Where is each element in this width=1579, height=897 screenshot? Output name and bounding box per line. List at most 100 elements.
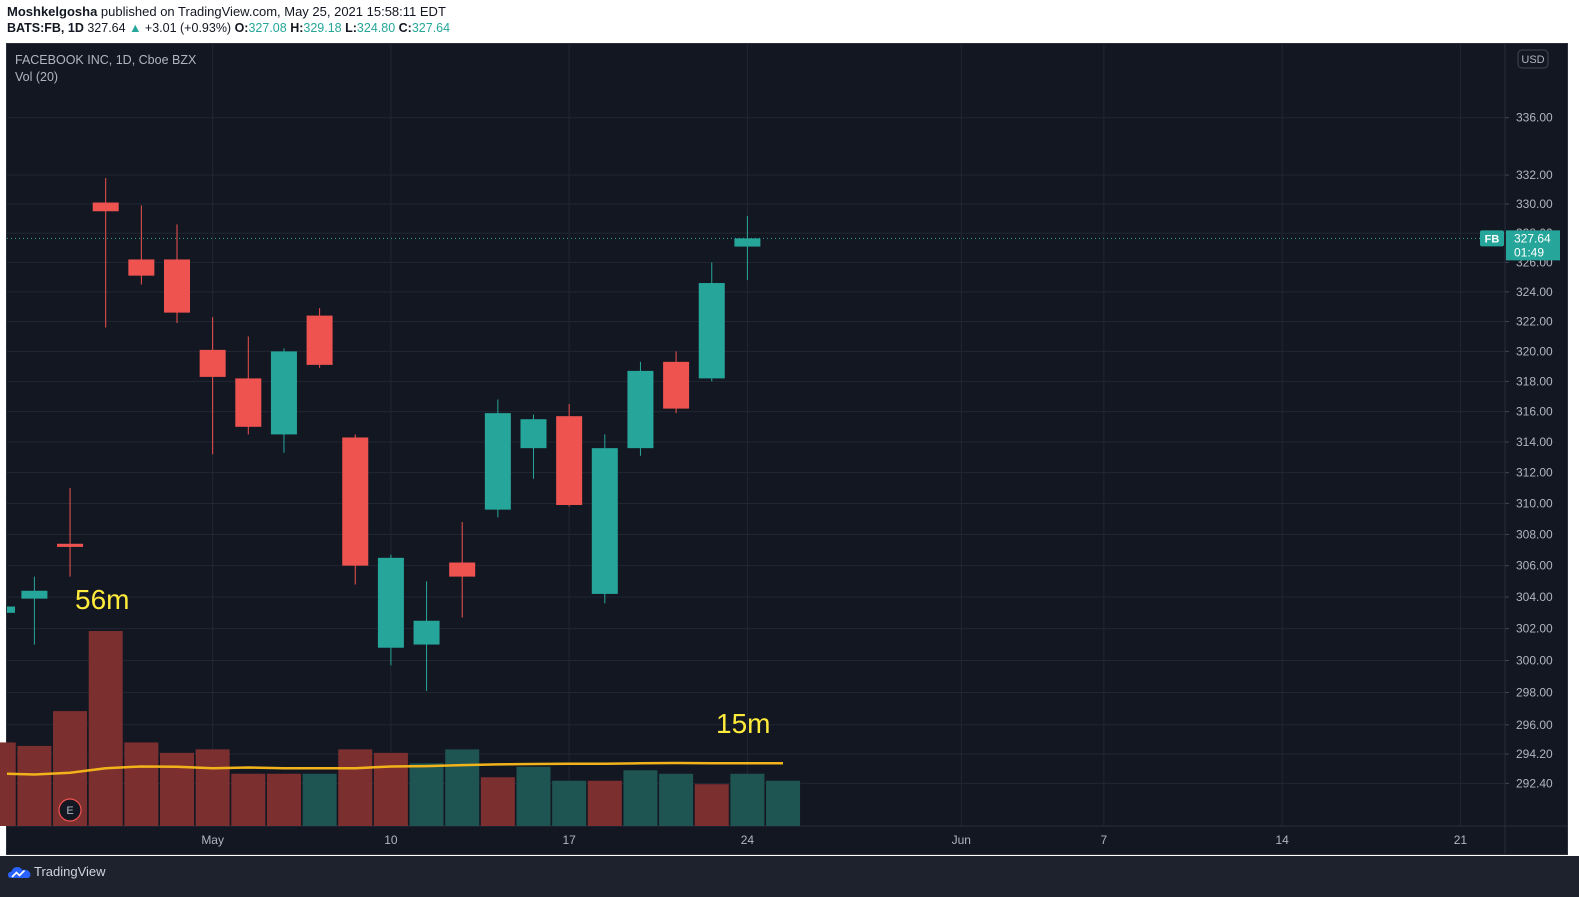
price-tick-label: 306.00 [1516,559,1553,573]
candle [92,177,119,328]
price-tick-label: 312.00 [1516,466,1553,480]
volume-bars [0,631,801,826]
published-text: published on TradingView.com, May 25, 20… [100,4,446,19]
candle-body [698,283,725,379]
candle-body [164,259,190,313]
candle [164,224,190,324]
volume-bar [124,742,159,826]
volume-bar [266,773,301,826]
candle-body [520,419,547,449]
volume-bar [766,780,801,826]
earnings-circle [58,798,82,822]
volume-bar [516,766,551,826]
time-tick-label: 10 [384,833,398,847]
low-value: 324.80 [356,21,396,35]
price-badge-bg [1506,230,1560,261]
price-change: +3.01 (+0.93%) [144,21,232,35]
close-label: C: [398,21,412,35]
price-tick-label: 320.00 [1516,344,1553,358]
chart-panel[interactable] [6,43,1568,855]
candle [734,215,761,281]
volume-bar [338,749,373,826]
symbol-tag-bg [1480,230,1504,247]
volume-legend[interactable]: Vol (20) [15,70,59,84]
price-tick-label: 322.00 [1516,315,1553,329]
candle-body [556,416,583,505]
price-tick-label: 310.00 [1516,496,1553,510]
candle-body [128,259,155,276]
annotation-56m: 56m [75,584,129,615]
candle-body [591,448,618,594]
symbol-tag-text: FB [1485,233,1500,245]
volume-bar [587,780,622,826]
time-tick-label: 17 [562,833,576,847]
candle-body [7,606,15,613]
annotation-15m: 15m [716,708,770,739]
price-tick-label: 316.00 [1516,405,1553,419]
footer-bar: TradingView [0,856,1579,897]
currency-text: USD [1521,54,1544,66]
candle [128,205,155,285]
price-tick-label: 300.00 [1516,653,1553,667]
currency-label: USD [1517,49,1549,69]
candle-body [627,370,654,449]
volume-bar [373,752,408,826]
candle [413,581,440,691]
candle [57,488,84,577]
price-tick-label: 304.00 [1516,590,1553,604]
price-tick-label: 330.00 [1516,197,1553,211]
volume-bar [409,763,444,826]
footer-brand[interactable]: TradingView [34,864,106,879]
price-badge-text: 327.64 [1514,231,1551,245]
price-tick-label: 314.00 [1516,435,1553,449]
candle [591,434,618,604]
volume-bar [730,773,765,826]
candle-body [270,351,297,435]
candle [21,576,48,645]
countdown-text: 01:49 [1514,245,1544,259]
time-tick-label: 24 [741,833,755,847]
volume-bar [88,631,123,826]
candle [556,404,583,507]
price-tick-label: 302.00 [1516,622,1553,636]
candle [627,361,654,456]
tradingview-logo-icon [8,867,31,878]
price-tick-label: 308.00 [1516,527,1553,541]
price-axis-labels: 292.40 294.20 296.00 298.00 300.00 302.00 304.… [1505,111,1553,790]
grid-lines [7,44,1505,826]
time-tick-label: 14 [1275,833,1289,847]
symbol-interval: BATS:FB, 1D [7,21,84,35]
price-tick-label: 318.00 [1516,374,1553,388]
low-label: L: [345,21,357,35]
candle-body [484,413,511,510]
volume-bar [552,780,587,826]
earnings-marker: E [58,798,82,822]
volume-bar [445,749,480,826]
price-tick-label: 292.40 [1516,776,1553,790]
publication-header: Moshkelgosha published on TradingView.co… [7,4,446,22]
candle-body [199,349,226,377]
candle-body [377,557,404,648]
price-tick-label: 294.20 [1516,747,1553,761]
volume-bar [0,742,16,826]
candle-body [342,437,369,566]
candle-body [449,562,476,577]
candle [663,351,690,414]
candle-body [21,590,48,599]
candle [7,606,15,613]
candle-body [413,620,440,645]
open-value: 327.08 [248,21,287,35]
high-label: H: [290,21,304,35]
author-name[interactable]: Moshkelgosha [7,4,98,19]
candle-body [235,378,262,427]
candle [377,554,404,666]
time-tick-label: May [201,833,224,847]
candle [342,434,369,585]
chart-legend-title[interactable]: FACEBOOK INC, 1D, Cboe BZX [15,53,197,67]
volume-bar [623,770,658,826]
time-tick-label: 7 [1101,833,1108,847]
volume-bar [694,784,729,826]
volume-bar [302,773,337,826]
volume-bar [659,773,694,826]
